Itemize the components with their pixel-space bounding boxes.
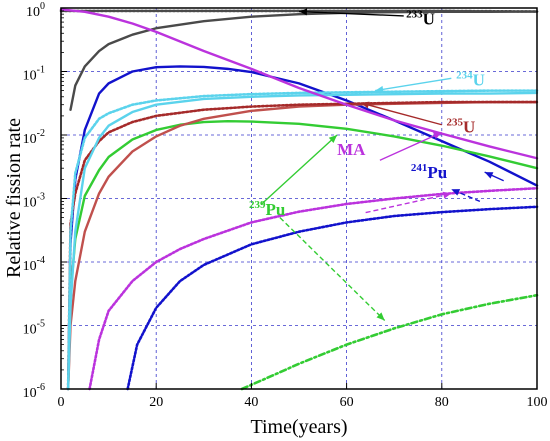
y-tick-label: 10-6 — [23, 382, 45, 401]
annotation-label: 241Pu — [411, 162, 447, 182]
annotation-arrow-line — [375, 77, 452, 92]
annotation-arrow-line — [260, 134, 338, 206]
annotation-arrow-line — [279, 217, 386, 321]
series-layer — [59, 8, 539, 391]
tick-layer: 0 20 40 60 80 100 100 10-1 10-2 10-3 10-4 10-5 10-6 — [23, 1, 548, 410]
annotation-arrow-head — [375, 85, 384, 93]
annotation-arrow-head — [299, 8, 308, 16]
x-tick-label: 20 — [149, 395, 163, 410]
annotation-label: 235U — [447, 116, 476, 136]
x-tick-label: 0 — [58, 395, 65, 410]
y-tick-label: 10-3 — [23, 192, 45, 211]
x-tick-label: 100 — [527, 395, 548, 410]
annotation-arrow-line — [365, 192, 452, 214]
annotation-arrow-line — [360, 102, 442, 126]
series-line-7 — [66, 100, 539, 391]
annotation-arrow-head — [451, 189, 461, 196]
annotation-arrow-head — [442, 191, 452, 199]
x-axis-title: Time(years) — [250, 416, 347, 438]
annotation-labels: 233U 234U 235U MA 241Pu 239Pu — [249, 8, 485, 219]
series-line-2 — [66, 65, 539, 391]
series-line-9 — [66, 89, 539, 391]
annotation-label: 239Pu — [249, 199, 285, 219]
annotation-label: 233U — [406, 8, 435, 28]
series-line-5 — [240, 293, 539, 391]
y-tick-label: 10-2 — [23, 128, 45, 147]
annotation-label: MA — [337, 140, 366, 159]
annotation-label: 234U — [456, 70, 485, 90]
series-line-8 — [66, 91, 539, 391]
series-line-11 — [88, 186, 539, 391]
x-tick-label: 40 — [244, 395, 258, 410]
annotation-arrow-head — [376, 312, 385, 321]
y-axis-title: Relative fission rate — [3, 118, 25, 278]
grid-layer — [61, 8, 537, 389]
annotation-arrow-line — [379, 131, 443, 161]
series-line-1 — [59, 9, 539, 13]
series-line-10 — [59, 8, 539, 160]
annotation-arrow-line — [298, 10, 404, 17]
series-line-3 — [126, 205, 539, 391]
annotation-arrow-head — [328, 135, 338, 143]
y-tick-label: 10-1 — [23, 65, 45, 84]
annotation-arrow-head — [360, 101, 370, 109]
annotation-arrow-head — [484, 172, 494, 179]
x-tick-label: 80 — [435, 395, 449, 410]
y-tick-label: 10-4 — [23, 255, 45, 274]
y-tick-label: 100 — [26, 1, 45, 20]
annotation-arrow-head — [433, 132, 442, 139]
x-tick-label: 60 — [340, 395, 354, 410]
y-tick-label: 10-5 — [23, 319, 45, 338]
annotation-arrows — [260, 8, 504, 321]
